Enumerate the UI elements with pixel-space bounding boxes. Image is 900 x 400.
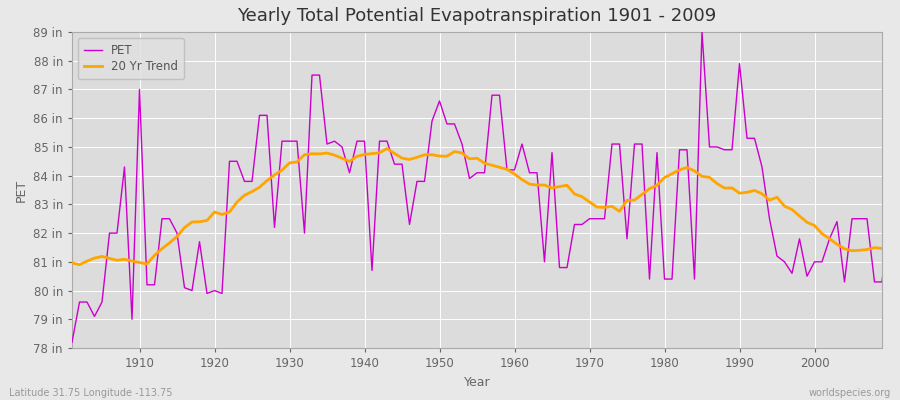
20 Yr Trend	[382, 146, 392, 151]
PET	[464, 176, 475, 181]
PET	[67, 340, 77, 345]
X-axis label: Year: Year	[464, 376, 490, 388]
20 Yr Trend	[456, 151, 467, 156]
Text: Latitude 31.75 Longitude -113.75: Latitude 31.75 Longitude -113.75	[9, 388, 173, 398]
PET	[839, 280, 850, 284]
20 Yr Trend	[877, 246, 887, 251]
PET	[644, 277, 655, 282]
20 Yr Trend	[74, 262, 85, 267]
20 Yr Trend	[659, 175, 670, 180]
Y-axis label: PET: PET	[14, 178, 28, 202]
20 Yr Trend	[314, 152, 325, 156]
20 Yr Trend	[67, 260, 77, 265]
PET	[884, 216, 895, 221]
Legend: PET, 20 Yr Trend: PET, 20 Yr Trend	[78, 38, 184, 79]
PET	[697, 30, 707, 34]
20 Yr Trend	[847, 248, 858, 253]
Title: Yearly Total Potential Evapotranspiration 1901 - 2009: Yearly Total Potential Evapotranspiratio…	[238, 7, 716, 25]
20 Yr Trend	[884, 244, 895, 248]
20 Yr Trend	[479, 161, 490, 166]
Text: worldspecies.org: worldspecies.org	[809, 388, 891, 398]
PET	[307, 73, 318, 78]
PET	[442, 122, 453, 126]
Line: 20 Yr Trend: 20 Yr Trend	[72, 148, 889, 265]
PET	[869, 280, 880, 284]
Line: PET: PET	[72, 32, 889, 342]
